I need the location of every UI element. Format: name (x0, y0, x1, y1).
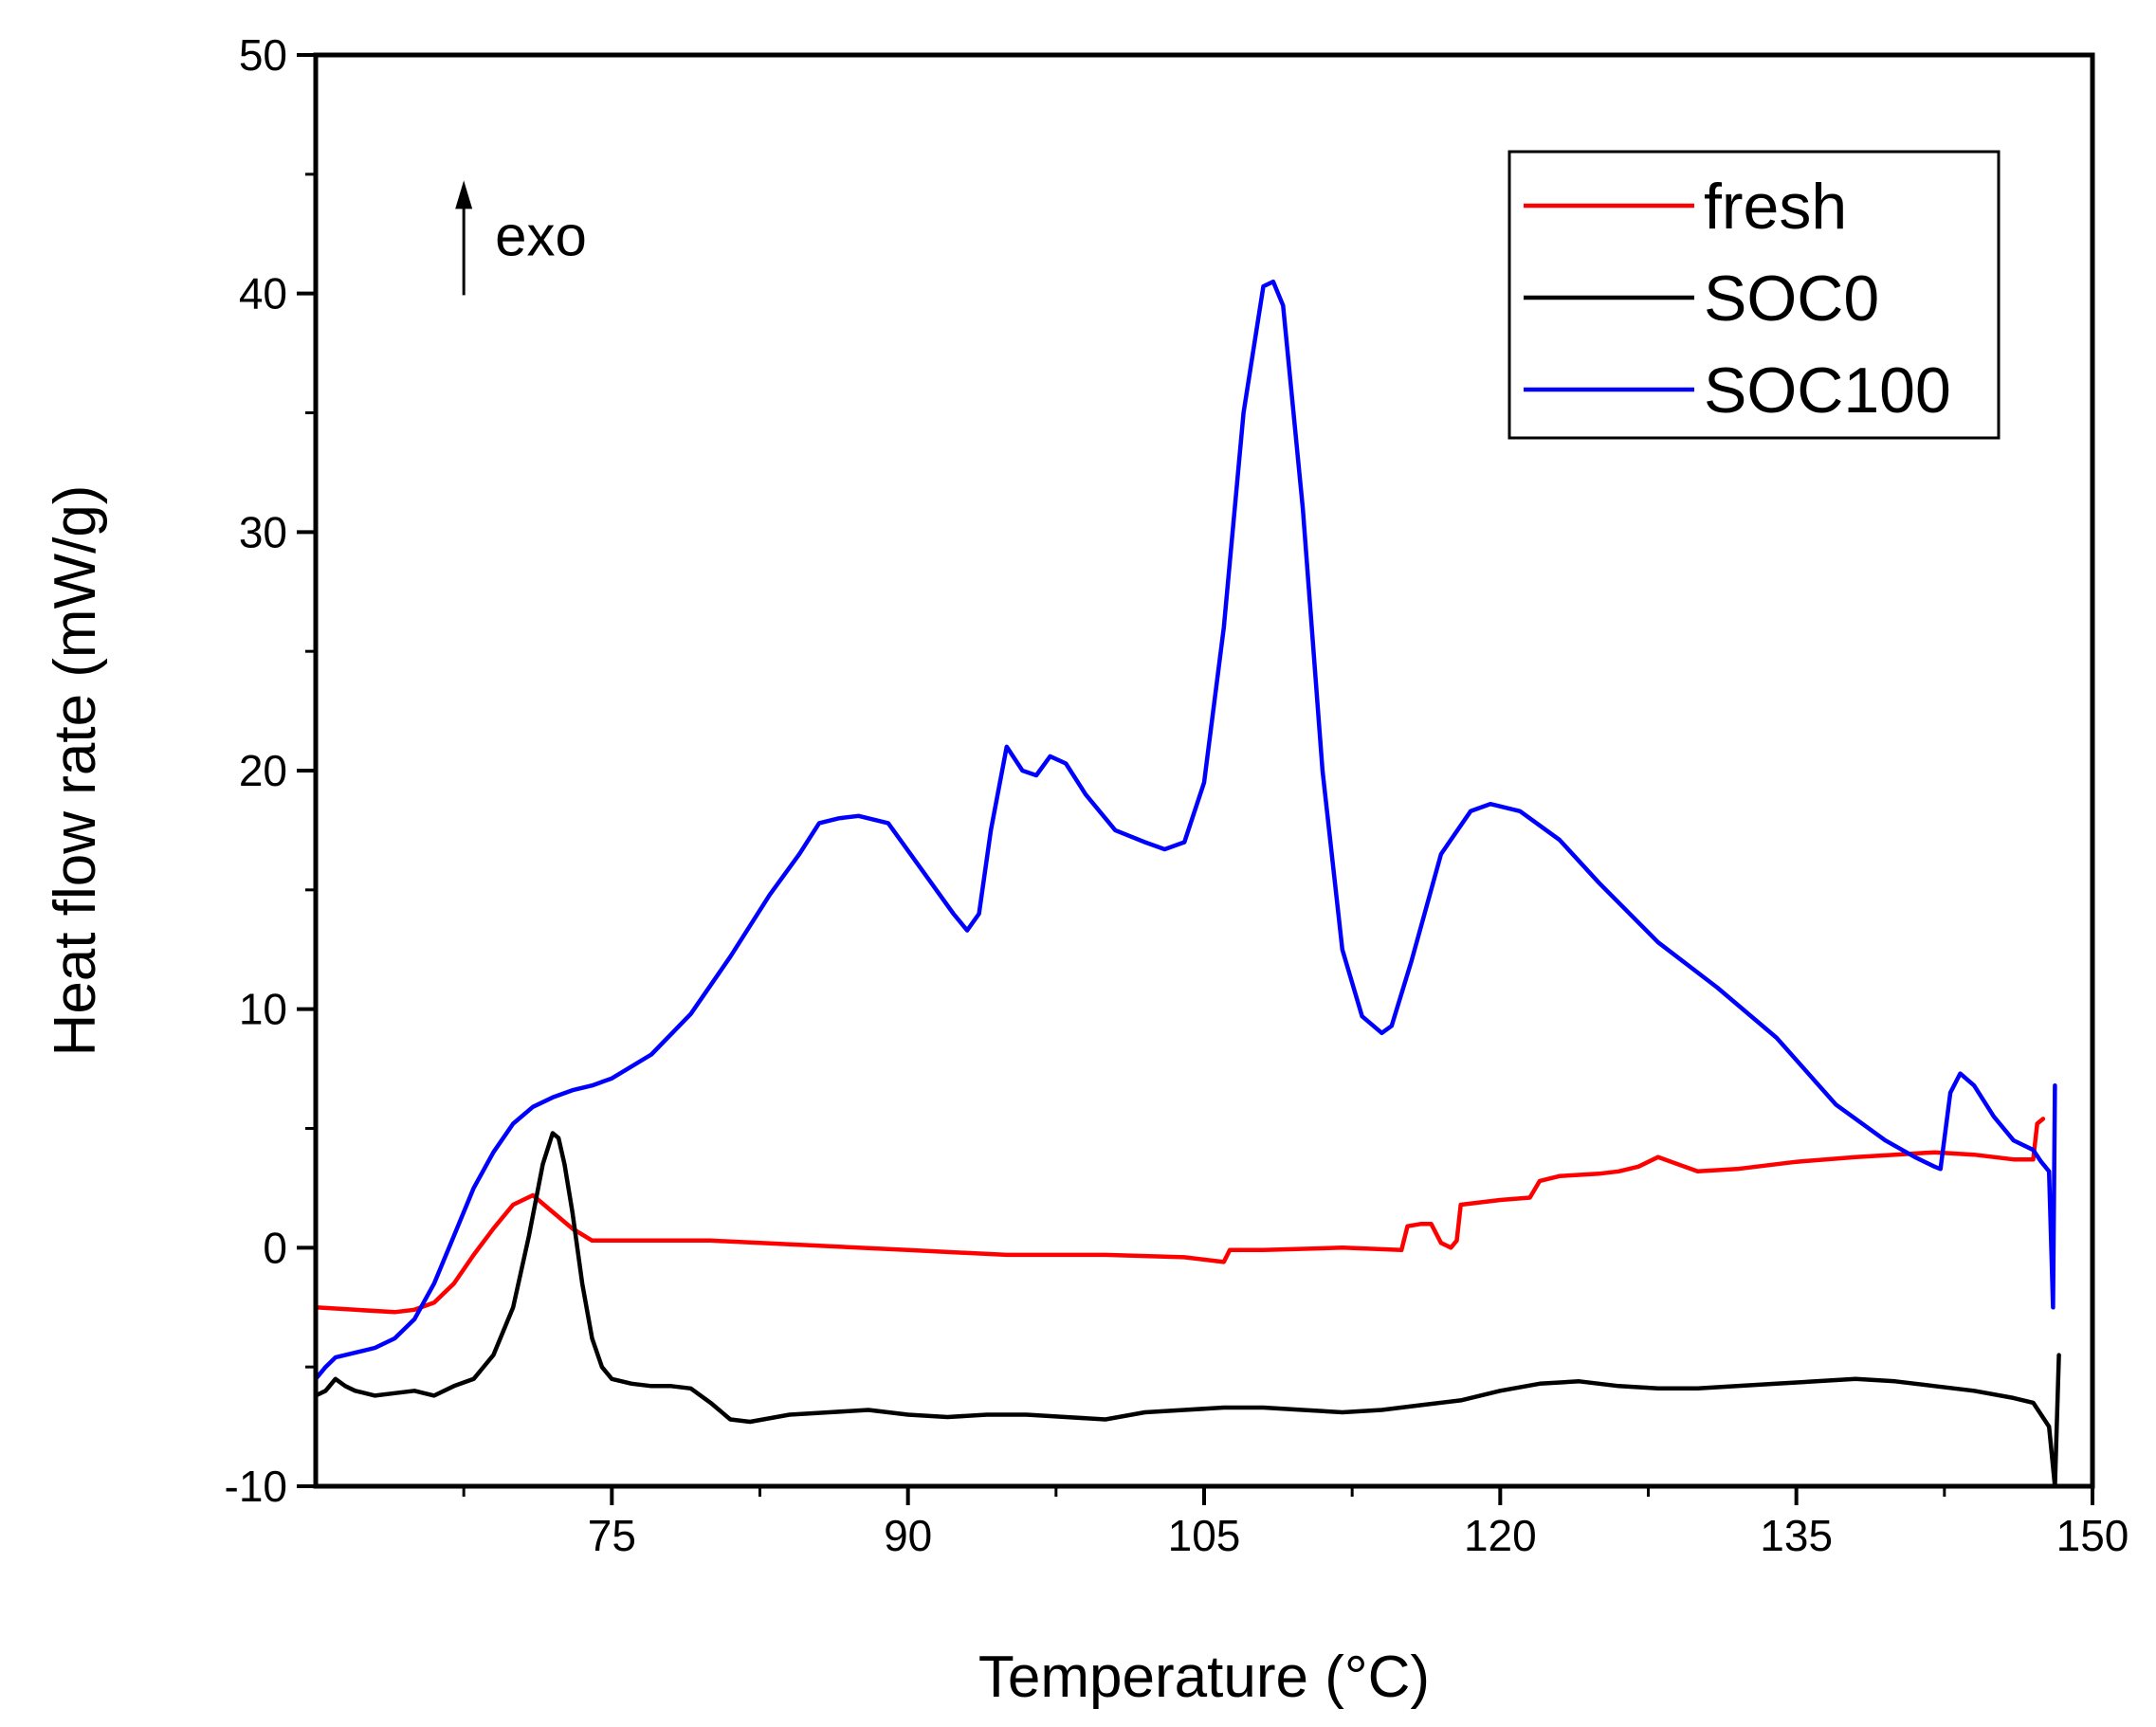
x-tick-label: 75 (588, 1511, 636, 1560)
exo-label: exo (495, 204, 587, 267)
x-tick-label: 90 (884, 1511, 932, 1560)
y-axis-title: Heat flow rate (mW/g) (43, 485, 108, 1057)
y-tick-label: 20 (239, 746, 287, 795)
y-tick-label: 10 (239, 985, 287, 1034)
exo-annotation: exo (455, 180, 587, 296)
series-line-fresh (313, 1117, 2046, 1315)
legend-label-fresh: fresh (1704, 171, 1847, 243)
x-tick-label: 105 (1168, 1511, 1241, 1560)
x-tick-label: 120 (1464, 1511, 1537, 1560)
y-tick-label: 40 (239, 269, 287, 318)
y-tick-label: 30 (239, 507, 287, 556)
labels-layer: -10 0 10 20 30 40 50 75 90 105 120 135 150 (225, 30, 2129, 1560)
x-tick-label: 135 (1760, 1511, 1833, 1560)
x-tick-label: 150 (2056, 1511, 2129, 1560)
series-line-soc0 (313, 1131, 2061, 1489)
series-line-soc100 (313, 279, 2057, 1382)
exo-arrow-head-icon (455, 180, 473, 209)
series-layer (313, 279, 2061, 1489)
y-tick-label: -10 (225, 1462, 287, 1511)
legend-label-soc100: SOC100 (1704, 354, 1951, 427)
ticks-layer (297, 53, 2094, 1505)
y-tick-label: 0 (263, 1223, 287, 1272)
x-axis-title: Temperature (°C) (978, 1645, 1430, 1710)
legend: fresh SOC0 SOC100 (1507, 150, 2001, 440)
legend-label-soc0: SOC0 (1704, 263, 1879, 335)
y-tick-label: 50 (239, 30, 287, 80)
